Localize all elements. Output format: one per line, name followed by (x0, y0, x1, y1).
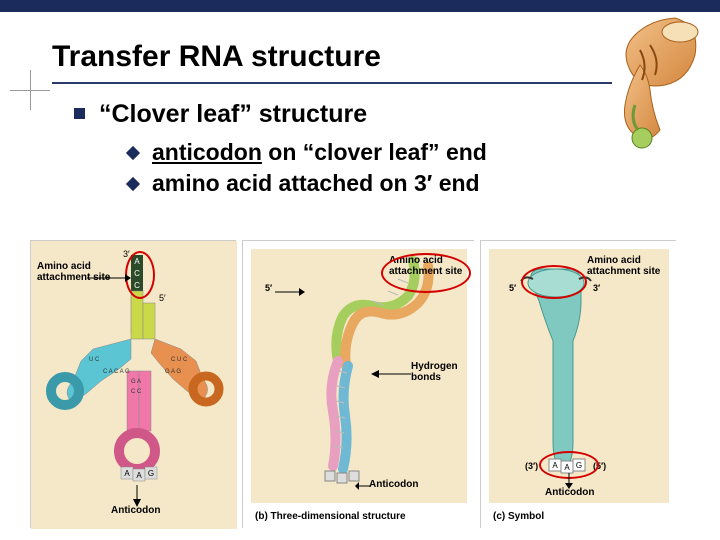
svg-text:C C: C C (131, 389, 142, 395)
figure-3d-structure: 5′ Amino acid attachment site Hydrogen b… (242, 240, 474, 528)
label-3prime-paren: (3′) (525, 461, 538, 471)
red-highlight-acceptor (521, 265, 587, 299)
diamond-bullet-icon (126, 177, 140, 191)
label-3prime: 3′ (593, 283, 600, 293)
main-bullet-text: “Clover leaf” structure (99, 100, 367, 129)
sub-bullet-text: amino acid attached on 3′ end (152, 170, 480, 197)
label-5prime: 5′ (159, 293, 166, 303)
figure-cloverleaf: A C C A A (30, 240, 236, 528)
svg-text:C A C A G: C A C A G (103, 369, 130, 375)
diamond-bullet-icon (126, 146, 140, 160)
sub-bullet-emphasis: anticodon (152, 139, 262, 165)
figures-row: A C C A A (30, 240, 676, 528)
svg-text:G: G (148, 469, 154, 478)
figure-symbol: A A G Amino acid attachment site 5′ 3′ (… (480, 240, 676, 528)
caption-b: (b) Three-dimensional structure (255, 511, 406, 522)
sub-bullet-rest: amino acid attached on 3′ end (152, 170, 480, 196)
page-title: Transfer RNA structure (52, 40, 381, 73)
sub-bullet-rest: on “clover leaf” end (262, 139, 487, 165)
caption-c: (c) Symbol (493, 511, 544, 522)
label-5prime: 5′ (509, 283, 516, 293)
sub-bullet-text: anticodon on “clover leaf” end (152, 139, 487, 166)
svg-text:G A: G A (131, 379, 141, 385)
svg-text:A: A (136, 471, 142, 480)
red-highlight-acceptor (381, 253, 471, 293)
label-amino-acid-site: Amino acid attachment site (587, 255, 660, 277)
corner-trna-illustration (580, 10, 710, 150)
sub-bullet: amino acid attached on 3′ end (128, 170, 720, 197)
svg-text:A: A (124, 469, 130, 478)
label-hydrogen-bonds: Hydrogen bonds (411, 361, 458, 383)
label-anticodon: Anticodon (369, 479, 418, 490)
label-5prime: 5′ (265, 283, 272, 293)
svg-text:C U C: C U C (171, 357, 188, 363)
svg-text:G A G: G A G (165, 369, 181, 375)
square-bullet-icon (74, 108, 85, 119)
svg-text:U C: U C (89, 357, 100, 363)
